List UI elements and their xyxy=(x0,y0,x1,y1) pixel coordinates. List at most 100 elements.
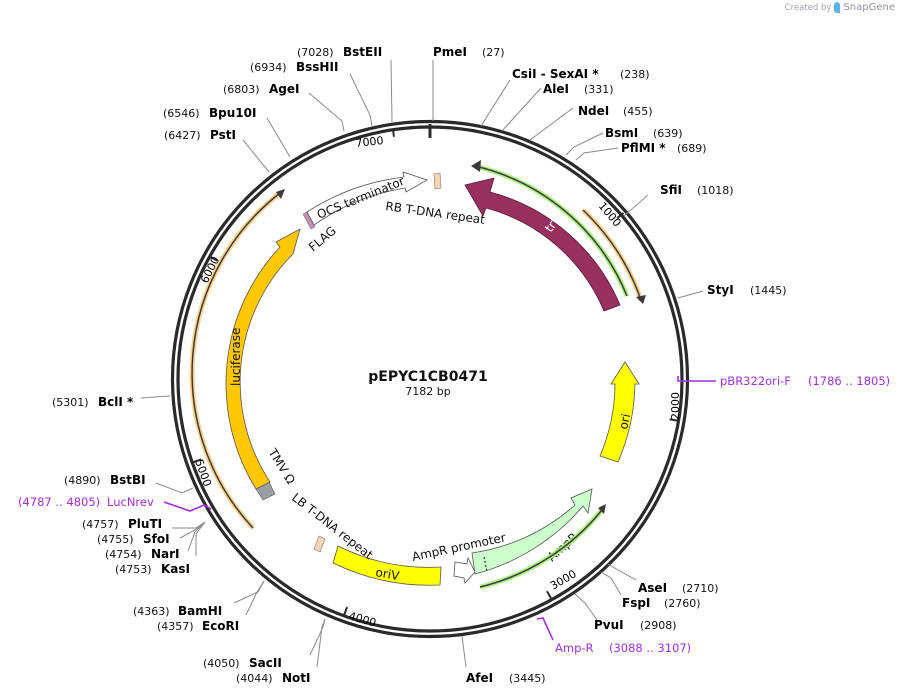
feature-label-OCS-terminator: OCS terminator xyxy=(315,174,407,222)
site-AseI[interactable]: AseI (2710) xyxy=(638,581,719,595)
site-AfeI[interactable]: AfeI (3445) xyxy=(466,671,546,685)
svg-text:BamHI: BamHI xyxy=(178,604,222,618)
svg-text:(2710): (2710) xyxy=(682,582,719,595)
svg-text:(689): (689) xyxy=(677,142,707,155)
primer-Amp-R[interactable]: Amp-R (3088 .. 3107) xyxy=(536,617,691,655)
site-NarI[interactable]: (4754) NarI xyxy=(105,547,180,561)
snapgene-logo-icon xyxy=(834,2,841,13)
feature-ori[interactable]: ori xyxy=(599,361,640,463)
svg-text:7000: 7000 xyxy=(355,134,384,150)
svg-text:(4890): (4890) xyxy=(64,474,101,487)
site-FspI[interactable]: FspI (2760) xyxy=(622,596,701,610)
feature-luciferase[interactable]: luciferase xyxy=(225,228,301,490)
site-PmeI[interactable]: PmeI (27) xyxy=(433,45,505,59)
svg-text:(1445): (1445) xyxy=(750,284,787,297)
site-KasI[interactable]: (4753) KasI xyxy=(115,562,190,576)
restriction-site-labels: PmeI (27) CsiI - SexAI * (238) AleI (331… xyxy=(52,45,787,685)
svg-text:SfiI: SfiI xyxy=(660,183,682,197)
svg-text:SfoI: SfoI xyxy=(143,532,170,546)
luciferase-orf-arrow xyxy=(189,189,285,530)
svg-text:PflMI *: PflMI * xyxy=(621,141,666,155)
svg-text:(6803): (6803) xyxy=(223,83,260,96)
feature-LB-T-DNA-repeat[interactable]: LB T-DNA repeat xyxy=(289,490,376,562)
feature-OCS-terminator[interactable]: OCS terminator xyxy=(306,171,428,226)
site-SfiI[interactable]: SfiI (1018) xyxy=(660,183,734,197)
plasmid-length: 7182 bp xyxy=(405,385,450,398)
svg-text:(3445): (3445) xyxy=(509,672,546,685)
svg-text:(331): (331) xyxy=(584,83,614,96)
credit-brand: SnapGene xyxy=(843,2,895,13)
svg-text:SacII: SacII xyxy=(249,656,282,670)
svg-text:(4753): (4753) xyxy=(115,563,152,576)
tick-marks xyxy=(193,128,678,615)
site-AgeI[interactable]: (6803) AgeI xyxy=(223,82,299,96)
restriction-site-lines xyxy=(140,59,704,668)
svg-text:(6934): (6934) xyxy=(250,61,287,74)
svg-text:PmeI: PmeI xyxy=(433,45,467,59)
svg-text:NotI: NotI xyxy=(282,671,311,685)
svg-text:(4357): (4357) xyxy=(157,620,194,633)
feature-AmpR[interactable]: AmpR xyxy=(471,488,593,575)
feature-oriV[interactable]: oriV xyxy=(332,545,442,586)
svg-text:(455): (455) xyxy=(623,105,653,118)
svg-text:(4754): (4754) xyxy=(105,548,142,561)
svg-text:(1786 .. 1805): (1786 .. 1805) xyxy=(808,374,890,388)
feature-label-oriV: oriV xyxy=(374,565,401,583)
svg-text:BssHII: BssHII xyxy=(296,60,338,74)
snapgene-credit: Created by SnapGene xyxy=(785,2,895,13)
orange-orf-arrow-right xyxy=(581,208,646,304)
svg-text:(27): (27) xyxy=(482,46,505,59)
svg-text:(1018): (1018) xyxy=(697,184,734,197)
svg-text:3000: 3000 xyxy=(548,567,579,592)
site-BclI[interactable]: (5301) BclI * xyxy=(52,395,134,409)
trfA-orf-arrow xyxy=(471,160,630,297)
site-NotI[interactable]: (4044) NotI xyxy=(236,671,311,685)
svg-text:AleI: AleI xyxy=(543,82,569,96)
feature-label-ori: ori xyxy=(616,412,633,430)
site-BssHII[interactable]: (6934) BssHII xyxy=(250,60,338,74)
svg-text:2000: 2000 xyxy=(669,392,682,420)
svg-text:BstEII: BstEII xyxy=(343,45,382,59)
site-SacII[interactable]: (4050) SacII xyxy=(203,656,282,670)
svg-text:PstI: PstI xyxy=(210,128,236,142)
svg-text:EcoRI: EcoRI xyxy=(202,619,239,633)
svg-text:pBR322ori-F: pBR322ori-F xyxy=(720,374,791,388)
svg-text:(4044): (4044) xyxy=(236,672,273,685)
svg-text:(238): (238) xyxy=(620,68,650,81)
site-PvuI[interactable]: PvuI (2908) xyxy=(594,618,677,632)
site-AleI[interactable]: AleI (331) xyxy=(543,82,614,96)
site-BamHI[interactable]: (4363) BamHI xyxy=(133,604,222,618)
site-SfoI[interactable]: (4755) SfoI xyxy=(97,532,170,546)
feature-label-LB-T-DNA-repeat: LB T-DNA repeat xyxy=(289,490,376,562)
svg-text:BstBI: BstBI xyxy=(110,473,146,487)
svg-text:FspI: FspI xyxy=(622,596,650,610)
svg-text:(3088 .. 3107): (3088 .. 3107) xyxy=(609,641,691,655)
site-NdeI[interactable]: NdeI (455) xyxy=(578,104,653,118)
site-EcoRI[interactable]: (4357) EcoRI xyxy=(157,619,239,633)
svg-text:NarI: NarI xyxy=(151,547,180,561)
svg-text:CsiI - SexAI *: CsiI - SexAI * xyxy=(512,67,599,81)
site-StyI[interactable]: StyI (1445) xyxy=(707,283,787,297)
site-BstEII[interactable]: (7028) BstEII xyxy=(297,45,382,59)
primer-LucNrev[interactable]: (4787 .. 4805) LucNrev xyxy=(18,495,212,512)
svg-text:(6427): (6427) xyxy=(164,129,201,142)
AmpR-orf-arrow xyxy=(479,504,606,590)
svg-text:(5301): (5301) xyxy=(52,396,89,409)
svg-text:KasI: KasI xyxy=(161,562,190,576)
svg-text:AfeI: AfeI xyxy=(466,671,493,685)
svg-text:PluTI: PluTI xyxy=(128,517,162,531)
feature-label-TMV-omega: TMV Ω xyxy=(265,445,298,486)
primer-pBR322ori-F[interactable]: pBR322ori-F (1786 .. 1805) xyxy=(677,374,890,388)
svg-text:BsmI: BsmI xyxy=(605,126,638,140)
svg-text:(2908): (2908) xyxy=(640,619,677,632)
svg-text:(4050): (4050) xyxy=(203,657,240,670)
site-PflMI[interactable]: PflMI * (689) xyxy=(621,141,707,155)
site-PstI[interactable]: (6427) PstI xyxy=(164,128,236,142)
site-CsiI-SexAI[interactable]: CsiI - SexAI * (238) xyxy=(512,67,650,81)
site-PluTI[interactable]: (4757) PluTI xyxy=(82,517,162,531)
feature-label-RB-T-DNA-repeat: RB T-DNA repeat xyxy=(385,199,487,227)
site-BstBI[interactable]: (4890) BstBI xyxy=(64,473,146,487)
site-Bpu10I[interactable]: (6546) Bpu10I xyxy=(163,106,256,120)
site-BsmI[interactable]: BsmI (639) xyxy=(605,126,683,140)
